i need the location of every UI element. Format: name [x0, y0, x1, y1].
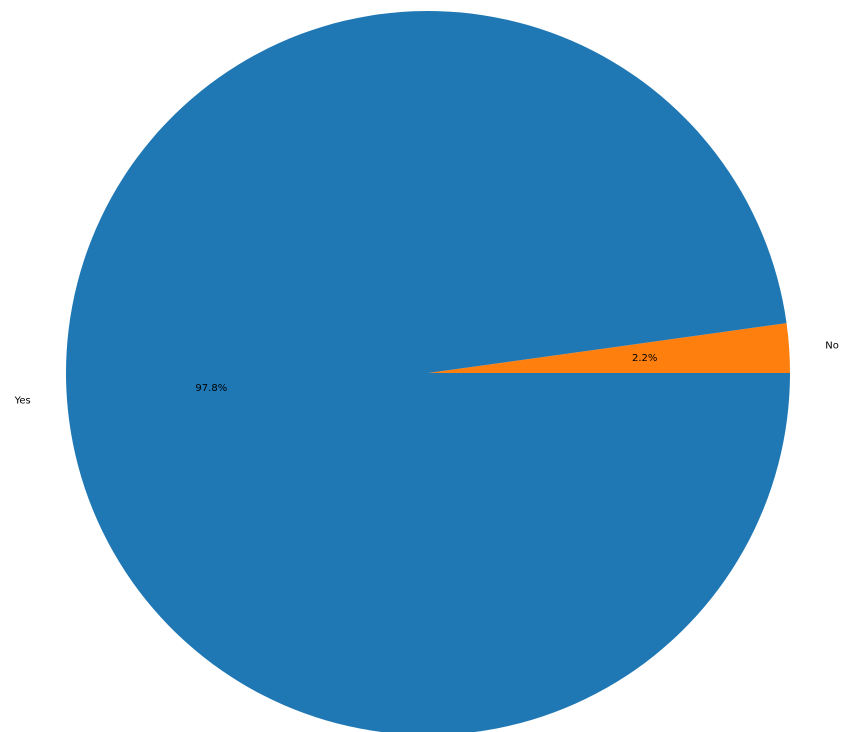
pie-slices — [66, 11, 790, 732]
pie-labels: No 2.2% Yes 97.8% — [14, 341, 839, 407]
category-label-yes: Yes — [14, 395, 31, 406]
pie-slice-no — [428, 323, 790, 373]
category-label-no: No — [825, 341, 839, 352]
pie-slice-yes — [66, 11, 790, 732]
percent-label-no: 2.2% — [632, 353, 657, 364]
percent-label-yes: 97.8% — [195, 383, 227, 394]
